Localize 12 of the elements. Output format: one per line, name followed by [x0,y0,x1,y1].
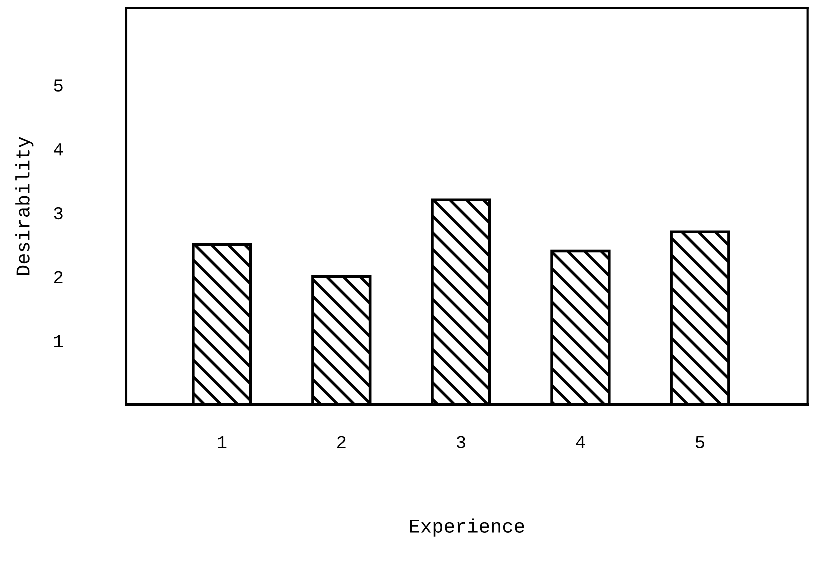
y-tick-label: 1 [54,335,64,348]
y-tick-label: 4 [54,144,64,156]
x-tick-label: 5 [696,436,705,448]
x-tick-label: 2 [338,436,346,448]
x-tick-label: 3 [456,436,466,448]
x-axis-title: Experience [410,518,524,537]
y-tick-label: 2 [54,271,63,284]
y-tick-label: 3 [54,207,63,220]
y-axis-title: Desirability [16,137,34,276]
y-tick-label: 5 [54,80,63,92]
x-tick-label: 1 [218,436,227,448]
x-tick-label: 4 [576,436,586,448]
